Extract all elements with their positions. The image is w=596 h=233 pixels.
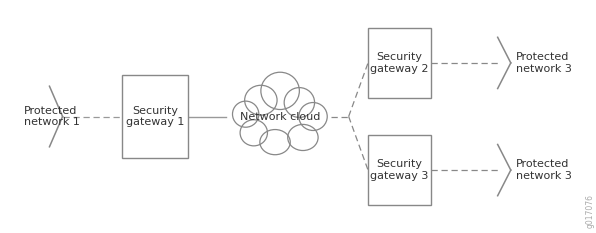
- Text: Protected
network 3: Protected network 3: [516, 52, 572, 74]
- Text: Protected
network 3: Protected network 3: [516, 159, 572, 181]
- Ellipse shape: [232, 101, 259, 127]
- Ellipse shape: [261, 72, 299, 110]
- Ellipse shape: [299, 103, 327, 130]
- Ellipse shape: [284, 88, 315, 117]
- Text: Security
gateway 2: Security gateway 2: [370, 52, 429, 74]
- Text: Protected
network 1: Protected network 1: [24, 106, 80, 127]
- Text: Security
gateway 1: Security gateway 1: [126, 106, 184, 127]
- Ellipse shape: [244, 85, 277, 115]
- Text: Network cloud: Network cloud: [240, 112, 320, 121]
- Ellipse shape: [260, 130, 290, 155]
- Text: g017076: g017076: [585, 194, 594, 228]
- FancyBboxPatch shape: [368, 28, 430, 98]
- Text: Security
gateway 3: Security gateway 3: [370, 159, 429, 181]
- Ellipse shape: [240, 120, 268, 146]
- FancyBboxPatch shape: [368, 135, 430, 205]
- FancyBboxPatch shape: [122, 75, 188, 158]
- Ellipse shape: [288, 124, 318, 151]
